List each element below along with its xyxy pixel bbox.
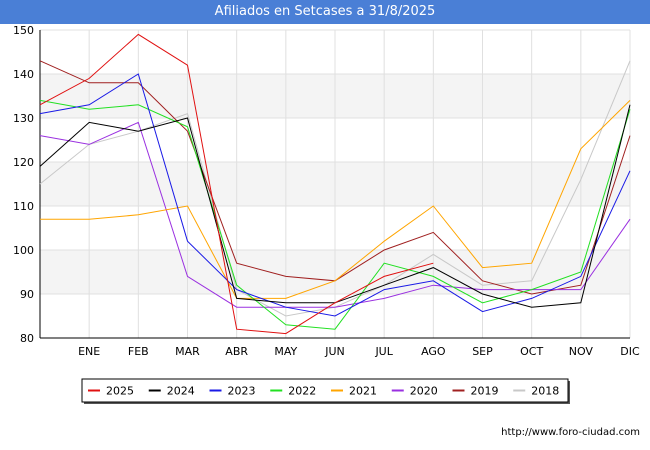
y-tick-label: 90 <box>20 288 34 301</box>
x-tick-label: ENE <box>78 345 100 358</box>
x-tick-label: OCT <box>520 345 543 358</box>
footer-url[interactable]: http://www.foro-ciudad.com <box>501 427 640 438</box>
legend-label-2025: 2025 <box>106 385 134 398</box>
x-tick-label: MAR <box>175 345 200 358</box>
series-line-2021 <box>40 100 631 299</box>
y-tick-label: 130 <box>13 112 34 125</box>
legend-label-2022: 2022 <box>288 385 316 398</box>
legend-box <box>81 378 569 403</box>
series-line-2022 <box>39 99 631 330</box>
legend-label-2018: 2018 <box>531 385 559 398</box>
x-tick-label: MAY <box>274 345 297 358</box>
series-line-2023 <box>39 73 631 317</box>
x-tick-label: JUN <box>324 345 345 358</box>
y-tick-label: 80 <box>20 332 34 345</box>
x-tick-label: FEB <box>128 345 149 358</box>
legend-label-2021: 2021 <box>349 385 377 398</box>
legend-label-2024: 2024 <box>167 385 195 398</box>
legend-label-2023: 2023 <box>228 385 256 398</box>
x-tick-label: DIC <box>620 345 640 358</box>
y-tick-label: 140 <box>13 68 34 81</box>
legend-label-2019: 2019 <box>471 385 499 398</box>
x-tick-label: AGO <box>421 345 446 358</box>
title-bar <box>0 0 650 24</box>
series-line-2025 <box>39 33 434 335</box>
y-tick-label: 150 <box>13 24 34 37</box>
y-tick-label: 100 <box>13 244 34 257</box>
y-tick-label: 120 <box>13 156 34 169</box>
x-tick-label: SEP <box>472 345 493 358</box>
y-tick-label: 110 <box>13 200 34 213</box>
x-tick-label: NOV <box>569 345 594 358</box>
x-tick-label: ABR <box>225 345 248 358</box>
chart-title: Afiliados en Setcases a 31/8/2025 <box>214 4 436 19</box>
x-tick-label: JUL <box>374 345 393 358</box>
legend-label-2020: 2020 <box>410 385 438 398</box>
